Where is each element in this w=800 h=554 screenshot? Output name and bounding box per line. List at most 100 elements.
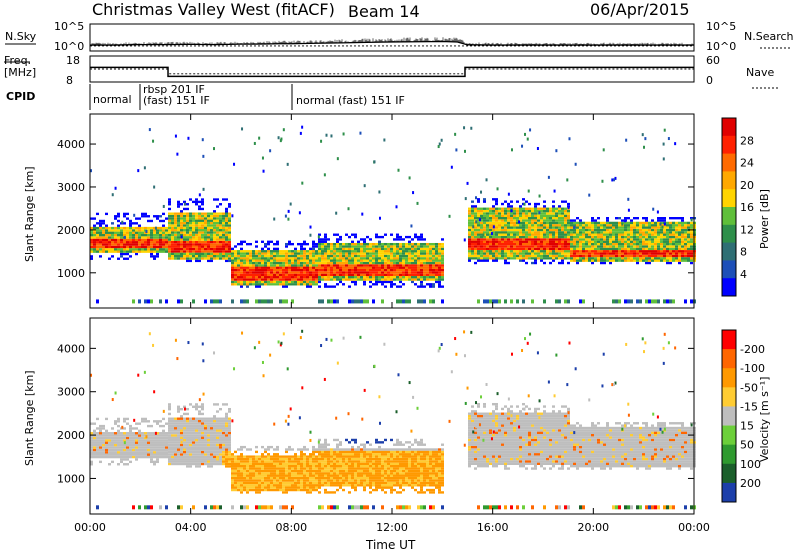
power-cell	[561, 250, 564, 253]
power-cell	[105, 229, 108, 232]
power-cell	[309, 278, 312, 281]
power-cell	[153, 233, 156, 237]
power-cell	[282, 266, 285, 269]
power-cell	[660, 219, 663, 222]
power-cell	[561, 235, 564, 239]
power-cell	[348, 278, 351, 281]
velocity-cell	[126, 441, 129, 444]
velocity-cell	[150, 453, 153, 456]
power-cell	[624, 226, 627, 229]
power-cell	[171, 224, 174, 227]
velocity-cell	[156, 441, 159, 444]
power-cell	[480, 217, 483, 220]
power-cell	[366, 252, 369, 255]
power-cell	[528, 212, 531, 215]
power-cell	[291, 259, 294, 262]
power-cell	[201, 203, 204, 206]
power-cell	[609, 254, 612, 258]
power-cell	[651, 226, 654, 229]
power-cell	[567, 247, 570, 251]
power-cell	[288, 257, 291, 260]
power-cell	[543, 242, 546, 246]
power-cell	[684, 257, 687, 260]
power-cell	[468, 247, 471, 251]
power-cell	[105, 233, 108, 237]
velocity-cell	[114, 434, 117, 437]
power-cell	[576, 231, 579, 234]
power-cell	[360, 238, 363, 241]
power-cell	[294, 266, 297, 269]
power-cell	[573, 233, 576, 236]
power-cell	[171, 247, 174, 251]
power-cell	[219, 238, 222, 241]
power-cell	[372, 247, 375, 251]
power-cell	[156, 233, 159, 237]
power-cell	[417, 252, 420, 255]
power-cell	[396, 245, 399, 248]
power-cell	[405, 242, 408, 246]
power-cell	[273, 264, 276, 267]
power-cell	[327, 261, 330, 265]
power-cell	[318, 245, 321, 248]
power-cell	[495, 200, 498, 203]
power-cell	[483, 233, 486, 236]
power-cell	[582, 257, 585, 260]
power-cell	[669, 259, 672, 262]
power-cell	[279, 268, 282, 272]
power-cell	[156, 238, 159, 242]
power-cell	[342, 242, 345, 246]
power-ground-cell	[267, 299, 270, 304]
power-cell	[357, 268, 360, 272]
power-cell	[678, 235, 681, 239]
power-cell	[480, 235, 483, 239]
power-ground-cell	[360, 299, 363, 304]
power-cell	[627, 257, 630, 260]
power-cell	[276, 273, 279, 277]
power-cell	[501, 235, 504, 239]
power-cell	[345, 266, 348, 269]
power-cell	[612, 254, 615, 258]
power-cell	[240, 257, 243, 260]
power-cell	[183, 250, 186, 253]
power-cell	[480, 221, 483, 225]
power-cell	[630, 250, 633, 253]
power-cell	[351, 273, 354, 277]
power-cell	[294, 250, 297, 253]
power-cell	[690, 252, 693, 255]
power-cell	[684, 228, 687, 232]
power-cell	[348, 266, 351, 269]
power-cell	[627, 221, 630, 225]
power-cell	[534, 224, 537, 227]
power-cell	[210, 254, 213, 258]
velocity-cell	[171, 453, 174, 456]
power-cell	[336, 254, 339, 258]
power-cell	[183, 200, 186, 204]
power-cell	[321, 250, 324, 253]
power-cell	[192, 200, 195, 204]
power-cell	[669, 242, 672, 246]
power-cell	[132, 236, 135, 239]
power-cell	[375, 259, 378, 262]
velocity-cell	[111, 434, 114, 437]
power-cell	[534, 231, 537, 234]
power-cell	[417, 264, 420, 267]
power-cell	[474, 209, 477, 213]
velocity-cell	[147, 432, 150, 435]
power-cell	[237, 242, 240, 246]
power-cell	[162, 219, 165, 223]
power-cell	[297, 283, 300, 286]
power-cell	[510, 233, 513, 236]
power-cell	[564, 224, 567, 227]
power-ground-cell	[216, 299, 219, 304]
power-cell	[579, 245, 582, 248]
power-cell	[417, 273, 420, 277]
power-cell	[387, 257, 390, 260]
power-cell	[258, 254, 261, 258]
power-cell	[273, 259, 276, 262]
velocity-cell	[132, 441, 135, 444]
power-cell	[102, 222, 105, 225]
velocity-cell	[105, 441, 108, 444]
power-cell	[90, 245, 93, 249]
power-cell	[603, 221, 606, 225]
power-cell	[195, 247, 198, 251]
